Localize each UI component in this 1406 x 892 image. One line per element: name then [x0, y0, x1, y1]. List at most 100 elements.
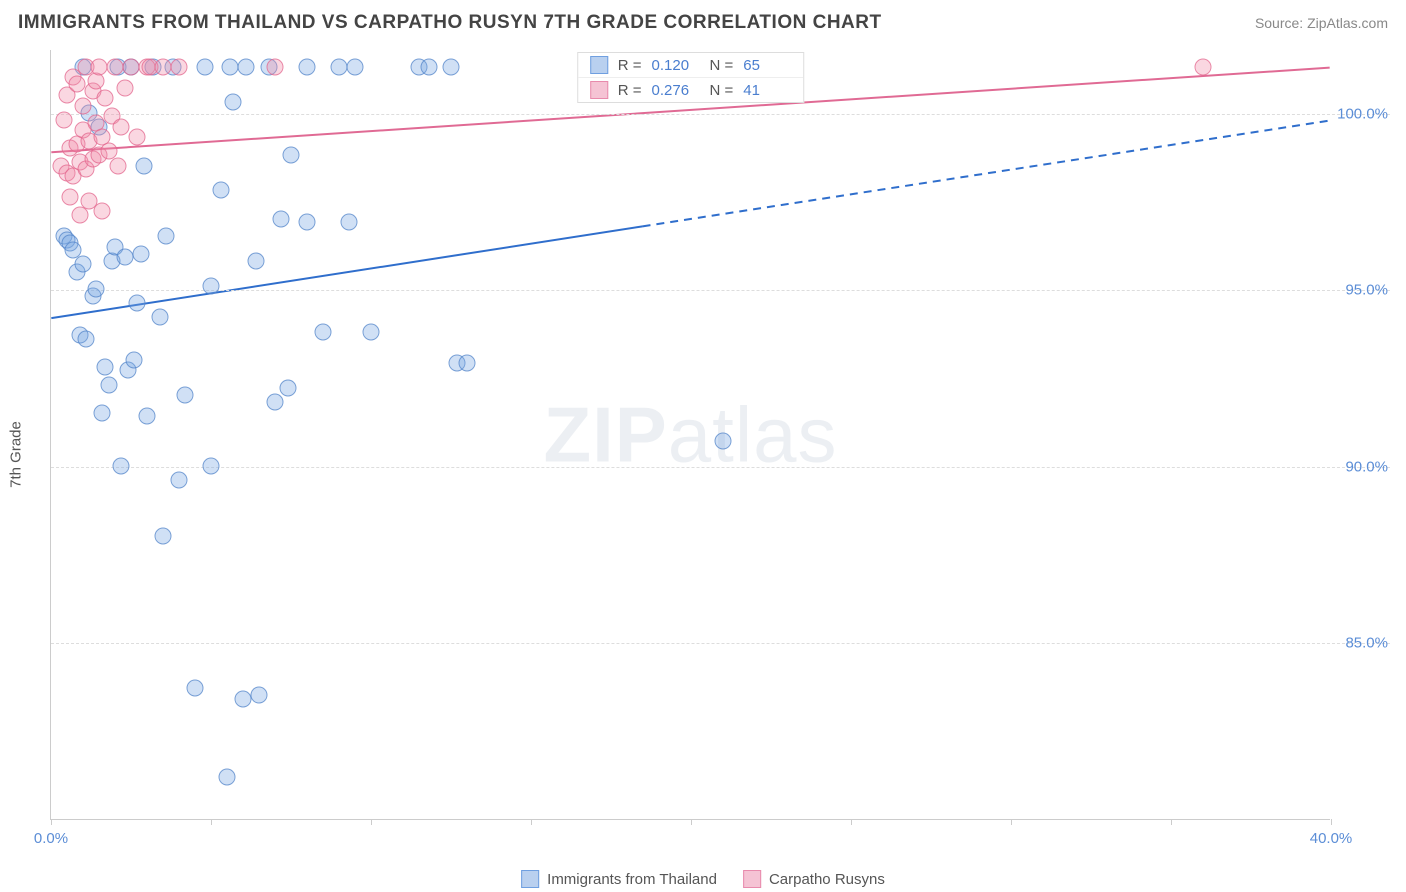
data-point	[363, 323, 380, 340]
data-point	[225, 93, 242, 110]
stat-r-label: R =	[618, 57, 642, 74]
y-tick-label: 95.0%	[1345, 282, 1388, 299]
legend-swatch	[590, 81, 608, 99]
stat-n-label: N =	[710, 82, 734, 99]
data-point	[187, 680, 204, 697]
y-tick-label: 85.0%	[1345, 635, 1388, 652]
legend-swatch	[743, 870, 761, 888]
data-point	[331, 58, 348, 75]
data-point	[62, 189, 79, 206]
data-point	[155, 58, 172, 75]
data-point	[273, 210, 290, 227]
stat-n-value: 41	[743, 82, 791, 99]
data-point	[347, 58, 364, 75]
data-point	[155, 528, 172, 545]
data-point	[116, 249, 133, 266]
data-point	[139, 408, 156, 425]
data-point	[222, 58, 239, 75]
data-point	[87, 281, 104, 298]
chart-title: IMMIGRANTS FROM THAILAND VS CARPATHO RUS…	[18, 12, 882, 34]
stat-r-value: 0.276	[652, 82, 700, 99]
legend-swatch	[590, 56, 608, 74]
data-point	[443, 58, 460, 75]
data-point	[459, 355, 476, 372]
gridline	[51, 290, 1390, 291]
data-point	[212, 182, 229, 199]
data-point	[75, 97, 92, 114]
data-point	[129, 129, 146, 146]
stats-box: R = 0.120 N = 65 R = 0.276 N = 41	[577, 52, 805, 103]
data-point	[113, 457, 130, 474]
data-point	[78, 330, 95, 347]
data-point	[715, 433, 732, 450]
data-point	[247, 252, 264, 269]
x-tick	[851, 819, 852, 825]
legend-item: Immigrants from Thailand	[521, 870, 717, 888]
data-point	[123, 58, 140, 75]
data-point	[203, 457, 220, 474]
stat-r-value: 0.120	[652, 57, 700, 74]
x-tick	[1171, 819, 1172, 825]
data-point	[116, 79, 133, 96]
stat-r-label: R =	[618, 82, 642, 99]
y-axis-title: 7th Grade	[8, 421, 25, 488]
gridline	[51, 114, 1390, 115]
stat-n-value: 65	[743, 57, 791, 74]
bottom-legend: Immigrants from Thailand Carpatho Rusyns	[521, 870, 885, 888]
data-point	[94, 203, 111, 220]
trendline-dashed	[643, 121, 1330, 227]
gridline	[51, 467, 1390, 468]
data-point	[171, 471, 188, 488]
data-point	[97, 90, 114, 107]
data-point	[315, 323, 332, 340]
gridline	[51, 643, 1390, 644]
data-point	[110, 157, 127, 174]
data-point	[126, 351, 143, 368]
y-tick-label: 100.0%	[1337, 105, 1388, 122]
data-point	[132, 245, 149, 262]
data-point	[151, 309, 168, 326]
legend-label: Carpatho Rusyns	[769, 871, 885, 888]
data-point	[196, 58, 213, 75]
watermark-atlas: atlas	[668, 390, 838, 478]
data-point	[267, 394, 284, 411]
stat-n-label: N =	[710, 57, 734, 74]
data-point	[135, 157, 152, 174]
x-tick	[1331, 819, 1332, 825]
x-tick	[531, 819, 532, 825]
legend-swatch	[521, 870, 539, 888]
chart-header: IMMIGRANTS FROM THAILAND VS CARPATHO RUS…	[18, 12, 1388, 34]
stats-row: R = 0.120 N = 65	[578, 53, 804, 78]
data-point	[267, 58, 284, 75]
legend-item: Carpatho Rusyns	[743, 870, 885, 888]
data-point	[75, 256, 92, 273]
data-point	[91, 58, 108, 75]
x-tick	[371, 819, 372, 825]
data-point	[238, 58, 255, 75]
data-point	[203, 277, 220, 294]
x-tick	[1011, 819, 1012, 825]
data-point	[299, 214, 316, 231]
data-point	[107, 58, 124, 75]
data-point	[251, 687, 268, 704]
data-point	[299, 58, 316, 75]
data-point	[97, 358, 114, 375]
stats-row: R = 0.276 N = 41	[578, 78, 804, 102]
data-point	[113, 118, 130, 135]
data-point	[279, 380, 296, 397]
x-tick	[691, 819, 692, 825]
data-point	[100, 376, 117, 393]
chart-source: Source: ZipAtlas.com	[1255, 15, 1388, 31]
data-point	[219, 768, 236, 785]
data-point	[171, 58, 188, 75]
data-point	[177, 387, 194, 404]
watermark-zip: ZIP	[543, 390, 667, 478]
data-point	[158, 228, 175, 245]
data-point	[235, 690, 252, 707]
data-point	[283, 146, 300, 163]
data-point	[71, 207, 88, 224]
data-point	[129, 295, 146, 312]
x-tick	[51, 819, 52, 825]
data-point	[1195, 58, 1212, 75]
data-point	[420, 58, 437, 75]
